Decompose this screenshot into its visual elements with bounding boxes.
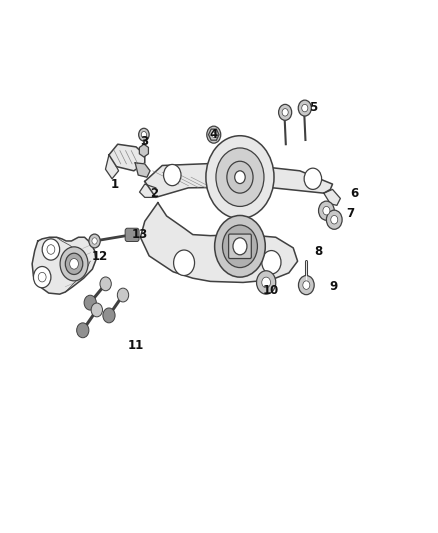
Circle shape [233,238,247,255]
Circle shape [42,239,60,260]
Circle shape [302,104,308,112]
Circle shape [206,136,274,219]
Circle shape [279,104,292,120]
Text: 12: 12 [92,251,108,263]
Circle shape [262,277,271,288]
Text: 2: 2 [150,187,159,200]
Circle shape [303,281,310,289]
Text: 11: 11 [128,338,144,352]
Circle shape [65,253,83,274]
Circle shape [70,259,78,269]
Text: 5: 5 [309,101,317,114]
Circle shape [318,201,334,220]
Polygon shape [106,155,119,179]
Polygon shape [145,163,332,197]
Circle shape [77,323,89,338]
Polygon shape [135,163,150,177]
FancyBboxPatch shape [229,234,251,259]
Circle shape [84,295,96,310]
Circle shape [173,250,194,276]
Circle shape [60,247,88,281]
Text: 9: 9 [329,280,338,293]
Circle shape [331,215,338,224]
Circle shape [139,128,149,141]
Circle shape [323,206,330,215]
Circle shape [304,168,321,189]
Circle shape [91,303,102,317]
Text: 13: 13 [131,228,148,241]
Circle shape [38,272,46,282]
Circle shape [103,308,115,323]
FancyBboxPatch shape [125,228,139,241]
Text: 6: 6 [350,187,358,200]
Polygon shape [141,203,297,282]
Circle shape [89,234,100,248]
Circle shape [298,276,314,295]
Circle shape [207,126,221,143]
Circle shape [216,148,264,206]
Circle shape [141,132,147,138]
Polygon shape [32,237,96,294]
Circle shape [92,238,97,244]
Text: 4: 4 [210,128,218,141]
Text: 8: 8 [314,245,323,258]
Circle shape [215,215,265,277]
Circle shape [163,165,181,185]
Text: 7: 7 [346,207,354,220]
Text: 10: 10 [262,284,279,297]
Circle shape [100,277,111,291]
Polygon shape [324,189,340,205]
Circle shape [33,266,51,288]
Circle shape [235,171,245,183]
Circle shape [227,161,253,193]
Circle shape [223,225,258,268]
Polygon shape [140,184,155,197]
Polygon shape [109,144,145,171]
Circle shape [262,251,281,274]
Circle shape [212,132,216,138]
Circle shape [326,210,342,229]
Circle shape [257,271,276,294]
Circle shape [117,288,129,302]
Text: 1: 1 [111,177,119,191]
Circle shape [282,109,288,116]
Text: 3: 3 [140,135,148,148]
Circle shape [298,100,311,116]
Circle shape [47,245,55,254]
